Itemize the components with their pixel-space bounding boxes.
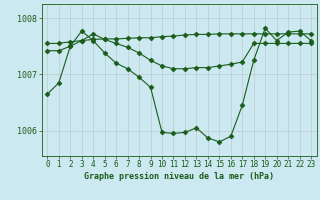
X-axis label: Graphe pression niveau de la mer (hPa): Graphe pression niveau de la mer (hPa) — [84, 172, 274, 181]
